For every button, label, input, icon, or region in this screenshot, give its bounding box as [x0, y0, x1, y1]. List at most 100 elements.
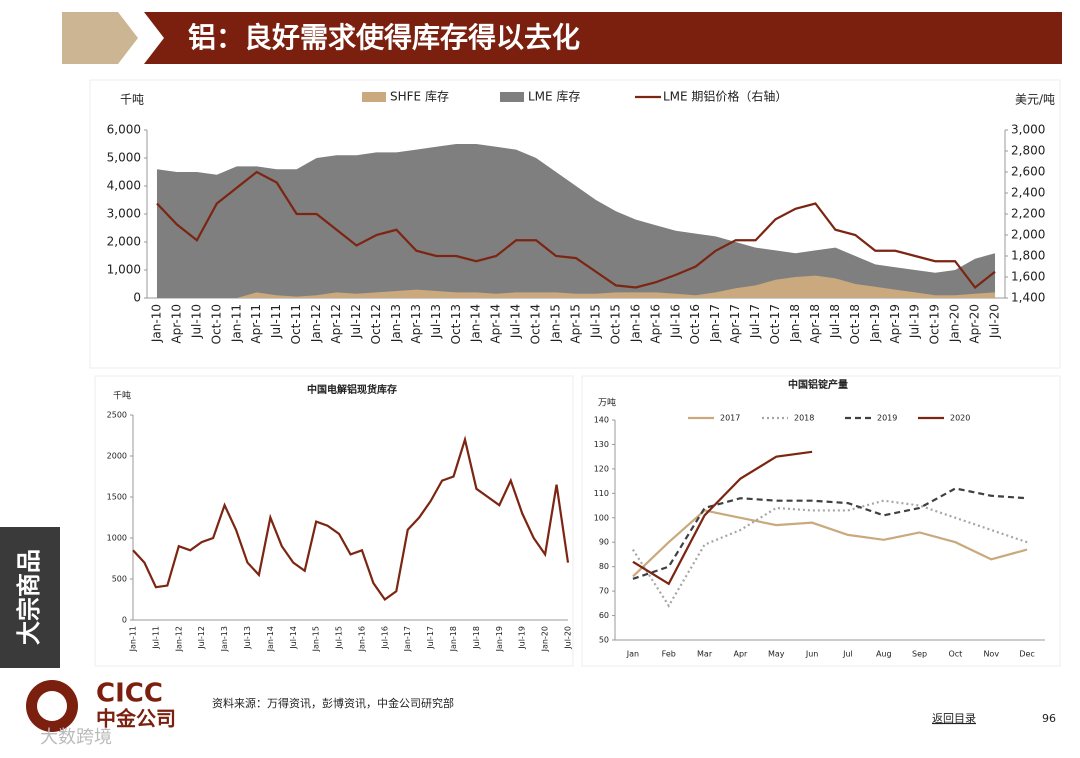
x-tick-label: Apr-15: [569, 304, 583, 344]
x-tick-label: Apr-10: [169, 304, 183, 344]
y2-tick-label: 1,600: [1011, 270, 1045, 284]
y-tick-label: 1000: [107, 534, 127, 543]
x-tick-label: Jul-10: [189, 304, 203, 339]
x-tick-label: Jul-18: [472, 626, 481, 650]
x-tick-label: Jan-14: [266, 626, 275, 652]
source: 资料来源：万得资讯，彭博资讯，中金公司研究部: [212, 696, 454, 710]
legend-label: SHFE 库存: [390, 89, 449, 104]
y-tick-label: 70: [599, 587, 609, 596]
y-tick-label: 6,000: [107, 123, 141, 137]
legend-label: 2020: [950, 414, 970, 423]
line: [632, 487, 1028, 580]
watermark: 大数跨境: [40, 727, 112, 748]
x-tick-label: Jul-16: [668, 304, 682, 339]
y2-tick-label: 3,000: [1011, 123, 1045, 137]
y-tick-label: 2500: [107, 411, 127, 420]
panel: [94, 375, 574, 667]
x-tick-label: Jul-17: [748, 304, 762, 339]
sidebar-label: 大宗商品: [15, 549, 43, 645]
x-tick-label: Sep: [912, 650, 927, 659]
x-tick-label: Jul: [842, 650, 853, 659]
line: [632, 450, 813, 586]
legend-swatch: [500, 92, 524, 102]
x-tick-label: Jul-14: [509, 304, 523, 339]
y-tick-label: 60: [599, 611, 609, 620]
x-tick-label: Jul-12: [349, 304, 363, 339]
x-tick-label: Jan-19: [868, 304, 882, 343]
x-tick-label: Oct-18: [848, 304, 862, 344]
x-tick-label: Oct-14: [529, 304, 543, 344]
x-tick-label: Aug: [876, 650, 892, 659]
x-tick-label: Oct-16: [688, 304, 702, 344]
y2-tick-label: 2,400: [1011, 186, 1045, 200]
y-tick-label: 120: [594, 464, 609, 473]
x-tick-label: Jun: [805, 650, 819, 659]
legend-swatch: [362, 92, 386, 102]
y-axis-label: 千吨: [120, 93, 144, 107]
x-tick-label: Apr-20: [968, 304, 982, 344]
y2-tick-label: 1,400: [1011, 291, 1045, 305]
x-tick-label: Jan-18: [449, 626, 458, 652]
toc-link[interactable]: 返回目录: [932, 712, 976, 725]
x-tick-label: Jan-14: [469, 304, 483, 343]
y-axis-label: 万吨: [598, 397, 616, 409]
line: [132, 435, 570, 602]
x-tick-label: Jan-16: [628, 304, 642, 343]
x-tick-label: Oct-11: [289, 304, 303, 344]
x-tick-label: Jul-19: [908, 304, 922, 339]
y-tick-label: 0: [133, 291, 141, 305]
x-tick-label: Jul-15: [588, 304, 602, 339]
x-tick-label: Oct-17: [768, 304, 782, 344]
y-tick-label: 0: [122, 616, 127, 625]
y-tick-label: 3,000: [107, 207, 141, 221]
chart-title: 中国电解铝现货库存: [307, 383, 397, 396]
x-tick-label: Jan-13: [389, 304, 403, 343]
x-tick-label: Jul-17: [426, 626, 435, 650]
x-tick-label: Jan-13: [220, 626, 229, 652]
x-tick-label: Apr-12: [329, 304, 343, 344]
x-tick-label: Jan-15: [312, 626, 321, 652]
x-tick-label: Oct-13: [449, 304, 463, 344]
x-tick-label: Jul-12: [197, 626, 206, 650]
x-tick-label: Oct-12: [369, 304, 383, 344]
x-tick-label: Mar: [697, 650, 713, 659]
x-tick-label: Jan-18: [788, 304, 802, 343]
x-tick-label: Oct-19: [928, 304, 942, 344]
x-tick-label: Jul-20: [564, 626, 573, 650]
line: [631, 499, 1028, 608]
line: [632, 509, 1028, 578]
y-tick-label: 100: [594, 513, 609, 522]
x-tick-label: May: [768, 650, 785, 659]
x-tick-label: Oct: [948, 650, 962, 659]
legend-label: 2018: [794, 414, 814, 423]
x-tick-label: Apr-13: [409, 304, 423, 344]
x-tick-label: Jan-12: [174, 626, 183, 652]
x-tick-label: Apr-16: [648, 304, 662, 344]
y-tick-label: 130: [594, 440, 609, 449]
x-tick-label: Jan-17: [403, 626, 412, 652]
legend-label: 2019: [877, 414, 897, 423]
logo-mark: [37, 691, 67, 721]
x-tick-label: Apr: [733, 650, 748, 659]
header-chevron: [62, 12, 138, 64]
x-tick-label: Feb: [662, 650, 676, 659]
y2-tick-label: 1,800: [1011, 249, 1045, 263]
x-tick-label: Jan-12: [309, 304, 323, 343]
sidebar: [0, 527, 60, 668]
line: [156, 170, 996, 290]
legend-label: LME 库存: [528, 89, 580, 104]
y-tick-label: 2,000: [107, 235, 141, 249]
x-tick-label: Jan-11: [129, 626, 138, 652]
legend-label: 2017: [720, 414, 740, 423]
y2-tick-label: 2,600: [1011, 165, 1045, 179]
x-tick-label: Apr-19: [888, 304, 902, 344]
y2-axis-label: 美元/吨: [1015, 93, 1055, 107]
x-tick-label: Oct-10: [209, 304, 223, 344]
y-tick-label: 110: [594, 489, 609, 498]
x-tick-label: Jul-15: [335, 626, 344, 650]
chart-title: 中国铝锭产量: [788, 378, 848, 391]
header-title: 铝：良好需求使得库存得以去化: [188, 21, 580, 54]
y-tick-label: 1500: [107, 493, 127, 502]
x-tick-label: Jan-19: [495, 626, 504, 652]
